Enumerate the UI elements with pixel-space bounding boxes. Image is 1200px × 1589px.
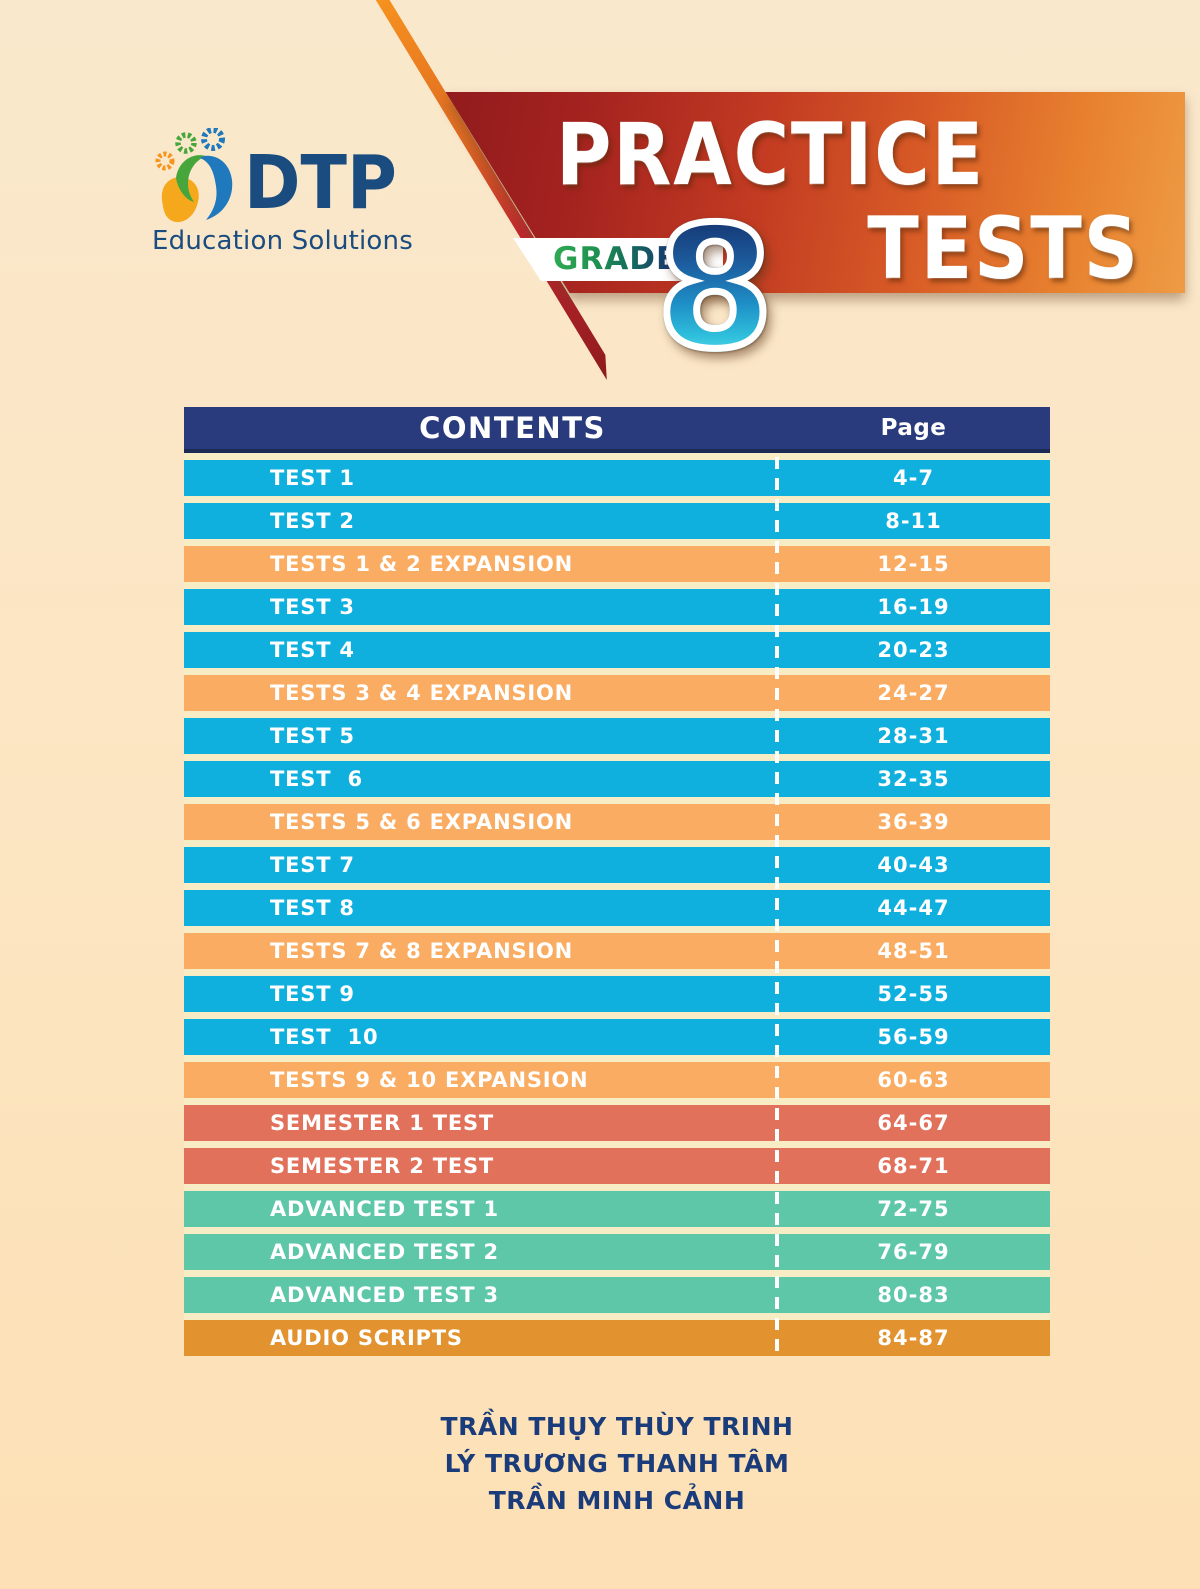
- toc-row-pages: 28-31: [877, 724, 950, 748]
- toc-row: TEST 4 20-23: [184, 632, 1050, 668]
- toc-row: AUDIO SCRIPTS 84-87: [184, 1320, 1050, 1356]
- toc-row-label: TESTS 7 & 8 EXPANSION: [270, 939, 574, 963]
- toc-row-pages: 32-35: [877, 767, 950, 791]
- toc-row-pages: 64-67: [877, 1111, 950, 1135]
- toc-row-pages: 72-75: [877, 1197, 950, 1221]
- toc-row: ADVANCED TEST 2 76-79: [184, 1234, 1050, 1270]
- toc-row: TEST 1 4-7: [184, 460, 1050, 496]
- toc-row: ADVANCED TEST 3 80-83: [184, 1277, 1050, 1313]
- toc-row-label: TEST 10: [270, 1025, 379, 1049]
- toc-row: TESTS 9 & 10 EXPANSION 60-63: [184, 1062, 1050, 1098]
- toc-row-label: ADVANCED TEST 3: [270, 1283, 499, 1307]
- toc-row: SEMESTER 1 TEST 64-67: [184, 1105, 1050, 1141]
- toc-row: TEST 7 40-43: [184, 847, 1050, 883]
- toc-row-pages: 36-39: [877, 810, 950, 834]
- toc-row-pages: 84-87: [877, 1326, 950, 1350]
- toc-row-label: ADVANCED TEST 1: [270, 1197, 499, 1221]
- toc-row-label: ADVANCED TEST 2: [270, 1240, 499, 1264]
- toc-row-pages: 20-23: [877, 638, 950, 662]
- toc-row-label: SEMESTER 2 TEST: [270, 1154, 495, 1178]
- toc-row-label: TEST 7: [270, 853, 355, 877]
- toc-row: TESTS 5 & 6 EXPANSION 36-39: [184, 804, 1050, 840]
- dtp-logo: DTP Education Solutions: [148, 128, 428, 258]
- brand-name: DTP: [244, 140, 397, 226]
- toc-row: TESTS 7 & 8 EXPANSION 48-51: [184, 933, 1050, 969]
- toc-row-pages: 24-27: [877, 681, 950, 705]
- toc-row-pages: 60-63: [877, 1068, 950, 1092]
- toc-row-label: TEST 1: [270, 466, 355, 490]
- toc-row-pages: 44-47: [877, 896, 950, 920]
- toc-row-pages: 56-59: [877, 1025, 950, 1049]
- toc-row: TESTS 3 & 4 EXPANSION 24-27: [184, 675, 1050, 711]
- toc-row: TEST 10 56-59: [184, 1019, 1050, 1055]
- toc-row-pages: 40-43: [877, 853, 950, 877]
- page-column-divider: [775, 457, 779, 1360]
- toc-row: TEST 5 28-31: [184, 718, 1050, 754]
- author-name: LÝ TRƯƠNG THANH TÂM: [444, 1449, 790, 1478]
- toc-rows: TEST 1 4-7 TEST 2 8-11 TESTS 1 & 2 EXPAN…: [184, 453, 1050, 1356]
- contents-title: CONTENTS: [419, 411, 606, 445]
- contents-table: CONTENTS Page TEST 1 4-7 TEST 2 8-11 TES…: [184, 407, 1050, 1360]
- toc-row-pages: 16-19: [877, 595, 950, 619]
- contents-title-cell: CONTENTS: [184, 407, 777, 449]
- toc-row-label: TESTS 1 & 2 EXPANSION: [270, 552, 574, 576]
- author-name: TRẦN MINH CẢNH: [488, 1486, 746, 1515]
- dtp-logo-icon: [155, 128, 233, 223]
- toc-row: TESTS 1 & 2 EXPANSION 12-15: [184, 546, 1050, 582]
- toc-row-pages: 52-55: [877, 982, 950, 1006]
- contents-header: CONTENTS Page: [184, 407, 1050, 453]
- toc-row: TEST 9 52-55: [184, 976, 1050, 1012]
- tests-title: TESTS: [867, 199, 1140, 299]
- toc-row: ADVANCED TEST 1 72-75: [184, 1191, 1050, 1227]
- toc-row: TEST 3 16-19: [184, 589, 1050, 625]
- grade-label: GRADE: [553, 241, 679, 277]
- toc-row-label: TESTS 5 & 6 EXPANSION: [270, 810, 574, 834]
- practice-title: PRACTICE: [556, 105, 985, 205]
- toc-row-label: TESTS 3 & 4 EXPANSION: [270, 681, 574, 705]
- toc-row-pages: 12-15: [877, 552, 950, 576]
- authors-block: TRẦN THỤY THÙY TRINH LÝ TRƯƠNG THANH TÂM…: [184, 1408, 1050, 1519]
- toc-row-label: SEMESTER 1 TEST: [270, 1111, 495, 1135]
- toc-row-label: TEST 9: [270, 982, 355, 1006]
- page-column-header: Page: [880, 415, 947, 441]
- toc-row: TEST 6 32-35: [184, 761, 1050, 797]
- toc-row-label: TEST 3: [270, 595, 355, 619]
- toc-row-label: TEST 8: [270, 896, 355, 920]
- grade-badge: GRADE: [513, 238, 723, 281]
- toc-row: TEST 8 44-47: [184, 890, 1050, 926]
- toc-row-label: AUDIO SCRIPTS: [270, 1326, 463, 1350]
- author-name: TRẦN THỤY THÙY TRINH: [440, 1412, 794, 1441]
- toc-row-pages: 48-51: [877, 939, 950, 963]
- toc-row-pages: 68-71: [877, 1154, 950, 1178]
- toc-row: SEMESTER 2 TEST 68-71: [184, 1148, 1050, 1184]
- toc-row-pages: 76-79: [877, 1240, 950, 1264]
- toc-row-label: TESTS 9 & 10 EXPANSION: [270, 1068, 589, 1092]
- toc-row-label: TEST 2: [270, 509, 355, 533]
- brand-tagline: Education Solutions: [152, 226, 413, 256]
- toc-row-label: TEST 4: [270, 638, 355, 662]
- toc-row-label: TEST 6: [270, 767, 363, 791]
- toc-row: TEST 2 8-11: [184, 503, 1050, 539]
- toc-row-pages: 4-7: [893, 466, 934, 490]
- toc-row-pages: 8-11: [885, 509, 942, 533]
- toc-row-label: TEST 5: [270, 724, 355, 748]
- grade-number: 8: [650, 201, 780, 376]
- toc-row-pages: 80-83: [877, 1283, 950, 1307]
